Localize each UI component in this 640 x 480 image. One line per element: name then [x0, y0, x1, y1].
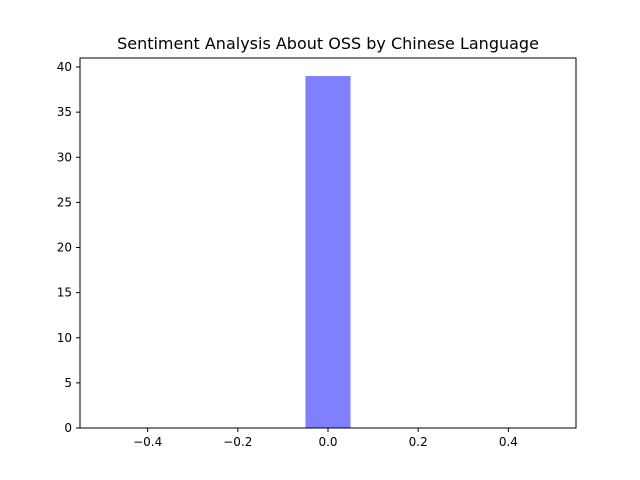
x-axis-ticks: −0.4 −0.2 0.0 0.2 0.4 [133, 428, 518, 449]
x-tick-label: 0.4 [499, 435, 518, 449]
y-tick-label: 5 [64, 376, 72, 390]
plot-frame [79, 57, 577, 429]
y-tick-label: 25 [57, 195, 72, 209]
x-tick-label: −0.2 [223, 435, 252, 449]
y-tick-label: 35 [57, 105, 72, 119]
y-tick-label: 30 [57, 150, 72, 164]
y-tick-label: 15 [57, 286, 72, 300]
y-tick-label: 40 [57, 60, 72, 74]
x-tick-label: 0.2 [409, 435, 428, 449]
x-tick-label: −0.4 [133, 435, 162, 449]
y-tick-label: 0 [64, 421, 72, 435]
histogram-bar [305, 76, 351, 429]
x-tick-label: 0.0 [318, 435, 337, 449]
y-tick-label: 10 [57, 331, 72, 345]
y-axis-ticks: 0 5 10 15 20 25 30 35 40 [57, 60, 80, 435]
y-tick-label: 20 [57, 241, 72, 255]
chart-title: Sentiment Analysis About OSS by Chinese … [117, 34, 539, 53]
bars-group [305, 76, 351, 429]
